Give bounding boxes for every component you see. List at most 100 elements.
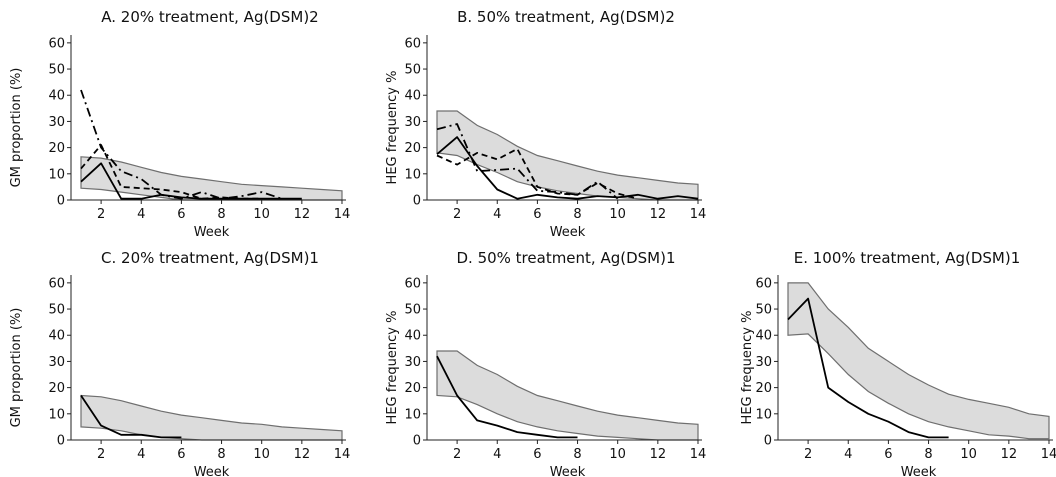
panel-e-ytick-label: 20 — [755, 381, 772, 396]
panel-b-series-3 — [436, 123, 619, 200]
panel-a-ytick-label: 30 — [48, 115, 65, 130]
panel-e-xtick-label: 10 — [960, 447, 977, 462]
panel-b-series-1 — [436, 136, 699, 200]
panel-d-series-1 — [436, 355, 578, 439]
panel-e-xtick-label: 2 — [804, 447, 812, 462]
panel-b-xtick-label: 12 — [650, 207, 667, 222]
panel-a-ytick-label: 10 — [48, 167, 65, 182]
panel-b-title: B. 50% treatment, Ag(DSM)2 — [457, 8, 675, 26]
panel-a-ytick-label: 60 — [48, 36, 65, 51]
panel-d-ylabel: HEG frequency % — [385, 311, 400, 425]
panel-c-ytick-label: 20 — [48, 381, 65, 396]
panel-a-xlabel: Week — [194, 225, 230, 240]
panel-b-ytick-label: 60 — [404, 36, 421, 51]
panel-d-ytick-label: 60 — [404, 276, 421, 291]
panel-a-xtick-label: 2 — [97, 207, 105, 222]
panel-d-band — [436, 350, 699, 441]
panel-e-series-1 — [787, 297, 949, 439]
panel-c: C. 20% treatment, Ag(DSM)1 0 10 20 30 40 50 60 2… — [9, 249, 350, 477]
panel-c-ylabel: GM proportion (%) — [9, 308, 24, 428]
panel-b-xlabel: Week — [550, 225, 586, 240]
panel-b-ytick-label: 40 — [404, 89, 421, 104]
panel-a-series-2 — [80, 144, 262, 200]
panel-e-ytick-label: 30 — [755, 355, 772, 370]
panel-c-xlabel: Week — [194, 465, 230, 477]
panel-e-xtick-label: 6 — [884, 447, 892, 462]
panel-b: B. 50% treatment, Ag(DSM)2 0 10 20 30 40 50 60 2… — [385, 8, 706, 240]
panel-e-ytick-label: 60 — [755, 276, 772, 291]
panel-c-series-1 — [80, 395, 182, 439]
panel-a-title: A. 20% treatment, Ag(DSM)2 — [101, 8, 318, 26]
panel-d-title: D. 50% treatment, Ag(DSM)1 — [456, 249, 675, 267]
panel-e-ytick-label: 50 — [755, 303, 772, 318]
panel-c-ytick-label: 60 — [48, 276, 65, 291]
panel-b-xtick-label: 8 — [573, 207, 581, 222]
panel-e-xtick-label: 14 — [1041, 447, 1056, 462]
panel-e-xtick-label: 4 — [844, 447, 852, 462]
panel-d-xlabel: Week — [550, 465, 586, 477]
panel-d-ytick-label: 0 — [413, 434, 421, 449]
panel-b-ytick-label: 30 — [404, 115, 421, 130]
panel-a-xtick-label: 6 — [177, 207, 185, 222]
panel-a: A. 20% treatment, Ag(DSM)2 0 10 20 30 40 50 60 2… — [9, 8, 350, 240]
panel-e-ytick-label: 40 — [755, 329, 772, 344]
panel-c-ytick-label: 40 — [48, 329, 65, 344]
panel-a-xtick-label: 10 — [253, 207, 270, 222]
panel-d-ytick-label: 10 — [404, 407, 421, 422]
panel-c-ytick-label: 10 — [48, 407, 65, 422]
panel-b-ytick-label: 50 — [404, 63, 421, 78]
panel-b-xtick-label: 14 — [690, 207, 707, 222]
panel-a-ylabel: GM proportion (%) — [9, 68, 24, 188]
panel-a-band — [80, 156, 343, 201]
panel-b-ytick-label: 0 — [413, 194, 421, 209]
panel-c-ytick-label: 50 — [48, 303, 65, 318]
panel-a-ytick-label: 40 — [48, 89, 65, 104]
panel-b-ylabel: HEG frequency % — [385, 71, 400, 185]
panel-c-ytick-label: 0 — [57, 434, 65, 449]
panel-a-ytick-label: 50 — [48, 63, 65, 78]
panel-b-xtick-label: 6 — [533, 207, 541, 222]
panel-a-xtick-label: 8 — [217, 207, 225, 222]
panel-e-band — [787, 282, 1050, 440]
panel-d-xtick-label: 2 — [453, 447, 461, 462]
panel-d-ytick-label: 30 — [404, 355, 421, 370]
panel-a-xtick-label: 12 — [294, 207, 311, 222]
panel-e-xlabel: Week — [901, 465, 937, 477]
panel-a-series-3 — [80, 89, 283, 200]
panel-b-xtick-label: 2 — [453, 207, 461, 222]
panel-d-xtick-label: 14 — [690, 447, 707, 462]
panel-d-xtick-label: 8 — [573, 447, 581, 462]
panel-e-ytick-label: 0 — [764, 434, 772, 449]
panel-d: D. 50% treatment, Ag(DSM)1 0 10 20 30 40 50 60 2… — [385, 249, 706, 477]
panel-c-xtick-label: 4 — [137, 447, 145, 462]
panel-c-ytick-label: 30 — [48, 355, 65, 370]
panel-b-band — [436, 110, 699, 201]
panel-c-title: C. 20% treatment, Ag(DSM)1 — [101, 249, 319, 267]
panel-c-xtick-label: 6 — [177, 447, 185, 462]
panel-e-xtick-label: 12 — [1001, 447, 1018, 462]
panel-c-xtick-label: 2 — [97, 447, 105, 462]
panel-c-xtick-label: 14 — [334, 447, 351, 462]
panel-a-ytick-label: 0 — [57, 194, 65, 209]
panel-e-xtick-label: 8 — [924, 447, 932, 462]
panel-b-ytick-label: 10 — [404, 167, 421, 182]
panel-d-xtick-label: 6 — [533, 447, 541, 462]
panel-c-xtick-label: 12 — [294, 447, 311, 462]
panel-e: E. 100% treatment, Ag(DSM)1 0 10 20 30 40 50 60… — [740, 249, 1056, 477]
panel-d-xtick-label: 4 — [493, 447, 501, 462]
panel-e-ytick-label: 10 — [755, 407, 772, 422]
panel-a-ytick-label: 20 — [48, 141, 65, 156]
panel-a-xtick-label: 4 — [137, 207, 145, 222]
panel-d-xtick-label: 12 — [650, 447, 667, 462]
panel-d-ytick-label: 40 — [404, 329, 421, 344]
panel-c-xtick-label: 8 — [217, 447, 225, 462]
panel-b-xtick-label: 4 — [493, 207, 501, 222]
panel-a-series-1 — [80, 162, 302, 200]
panel-c-xtick-label: 10 — [253, 447, 270, 462]
panel-b-xtick-label: 10 — [609, 207, 626, 222]
panel-e-ylabel: HEG frequency % — [740, 311, 755, 425]
panel-b-ytick-label: 20 — [404, 141, 421, 156]
panel-d-ytick-label: 20 — [404, 381, 421, 396]
panel-a-xtick-label: 14 — [334, 207, 351, 222]
